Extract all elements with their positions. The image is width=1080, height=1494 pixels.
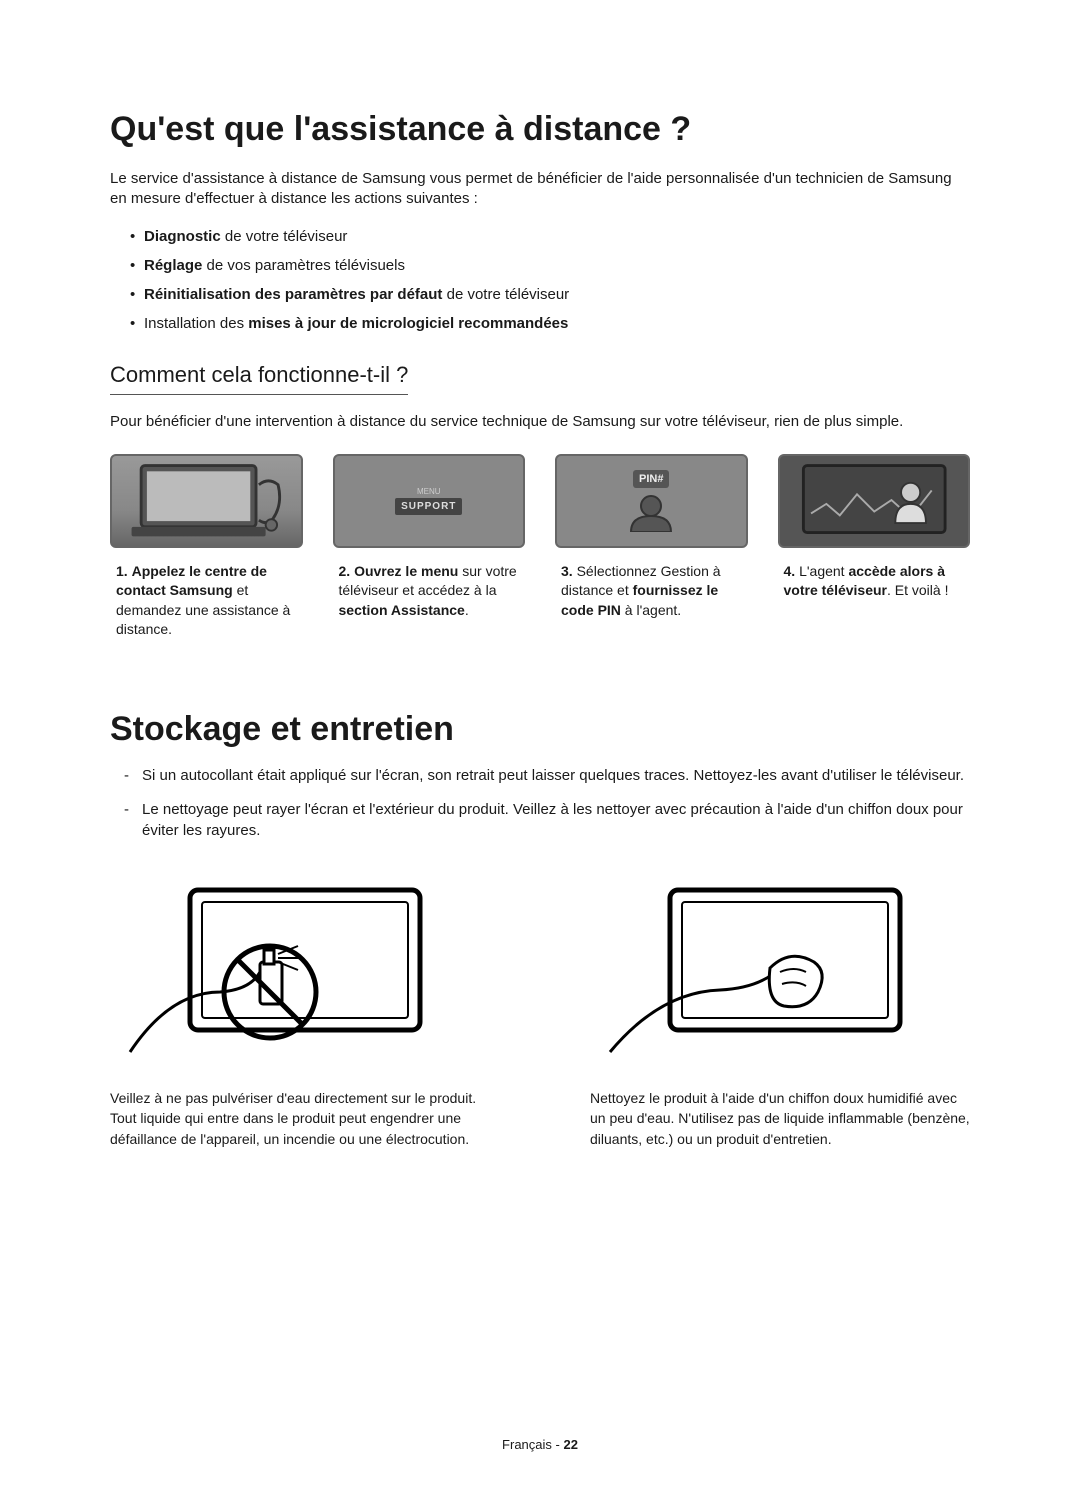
step-bold: Ouvrez le menu (354, 563, 458, 579)
footer-sep: - (552, 1437, 564, 1452)
step-2: MENU SUPPORT 2. Ouvrez le menu sur votre… (333, 454, 526, 640)
care-illustration-cloth (590, 872, 970, 1072)
step-image-agent (778, 454, 971, 548)
care-illustration-spray (110, 872, 490, 1072)
step-num: 4. (784, 563, 796, 579)
footer-lang: Français (502, 1437, 552, 1452)
pin-badge: PIN# (633, 470, 669, 488)
section1-title: Qu'est que l'assistance à distance ? (110, 110, 970, 149)
dash-item: Le nettoyage peut rayer l'écran et l'ext… (124, 799, 970, 843)
bullet-rest: de vos paramètres télévisuels (202, 257, 405, 274)
bullet-item: Réglage de vos paramètres télévisuels (130, 257, 970, 274)
steps-row: 1. Appelez le centre de contact Samsung … (110, 454, 970, 640)
care-col-left: Veillez à ne pas pulvériser d'eau direct… (110, 872, 490, 1149)
step-text: 3. Sélectionnez Gestion à distance et fo… (555, 562, 748, 621)
step-rest: . Et voilà ! (887, 582, 948, 598)
step-num: 2. (339, 563, 351, 579)
bullet-item: Diagnostic de votre téléviseur (130, 228, 970, 245)
step-text: 2. Ouvrez le menu sur votre téléviseur e… (333, 562, 526, 621)
footer-page: 22 (563, 1437, 577, 1452)
section2-title: Stockage et entretien (110, 710, 970, 749)
section1-intro: Le service d'assistance à distance de Sa… (110, 169, 970, 210)
bullet-bold: mises à jour de micrologiciel recommandé… (248, 315, 568, 332)
bullet-bold: Diagnostic (144, 228, 221, 245)
step-image-laptop (110, 454, 303, 548)
care-row: Veillez à ne pas pulvériser d'eau direct… (110, 872, 970, 1149)
support-label: SUPPORT (395, 498, 462, 515)
bullet-bold: Réinitialisation des paramètres par défa… (144, 286, 442, 303)
bullet-bold: Réglage (144, 257, 202, 274)
bullet-pre: Installation des (144, 315, 248, 332)
step-num: 3. (561, 563, 573, 579)
step-3: PIN# 3. Sélectionnez Gestion à distance … (555, 454, 748, 640)
bullet-rest: de votre téléviseur (221, 228, 348, 245)
support-menu-label: MENU (395, 487, 462, 496)
care-text-right: Nettoyez le produit à l'aide d'un chiffo… (590, 1088, 970, 1149)
bullet-item: Réinitialisation des paramètres par défa… (130, 286, 970, 303)
step-image-pin: PIN# (555, 454, 748, 548)
bullets-list: Diagnostic de votre téléviseur Réglage d… (110, 228, 970, 332)
bullet-item: Installation des mises à jour de microlo… (130, 315, 970, 332)
dashes-list: Si un autocollant était appliqué sur l'é… (110, 765, 970, 842)
step-image-support: MENU SUPPORT (333, 454, 526, 548)
step-num: 1. (116, 563, 128, 579)
step-4: 4. L'agent accède alors à votre télévise… (778, 454, 971, 640)
care-col-right: Nettoyez le produit à l'aide d'un chiffo… (590, 872, 970, 1149)
step-rest: à l'agent. (621, 602, 681, 618)
step-1: 1. Appelez le centre de contact Samsung … (110, 454, 303, 640)
bullet-rest: de votre téléviseur (442, 286, 569, 303)
page-footer: Français - 22 (0, 1437, 1080, 1452)
step-pre: L'agent (799, 563, 848, 579)
care-text-left: Veillez à ne pas pulvériser d'eau direct… (110, 1088, 490, 1149)
step-bold2: section Assistance (339, 602, 465, 618)
sub-intro: Pour bénéficier d'une intervention à dis… (110, 413, 970, 430)
dash-item: Si un autocollant était appliqué sur l'é… (124, 765, 970, 787)
step-text: 4. L'agent accède alors à votre télévise… (778, 562, 971, 601)
subheading: Comment cela fonctionne-t-il ? (110, 362, 408, 395)
step-rest: . (465, 602, 469, 618)
step-text: 1. Appelez le centre de contact Samsung … (110, 562, 303, 640)
